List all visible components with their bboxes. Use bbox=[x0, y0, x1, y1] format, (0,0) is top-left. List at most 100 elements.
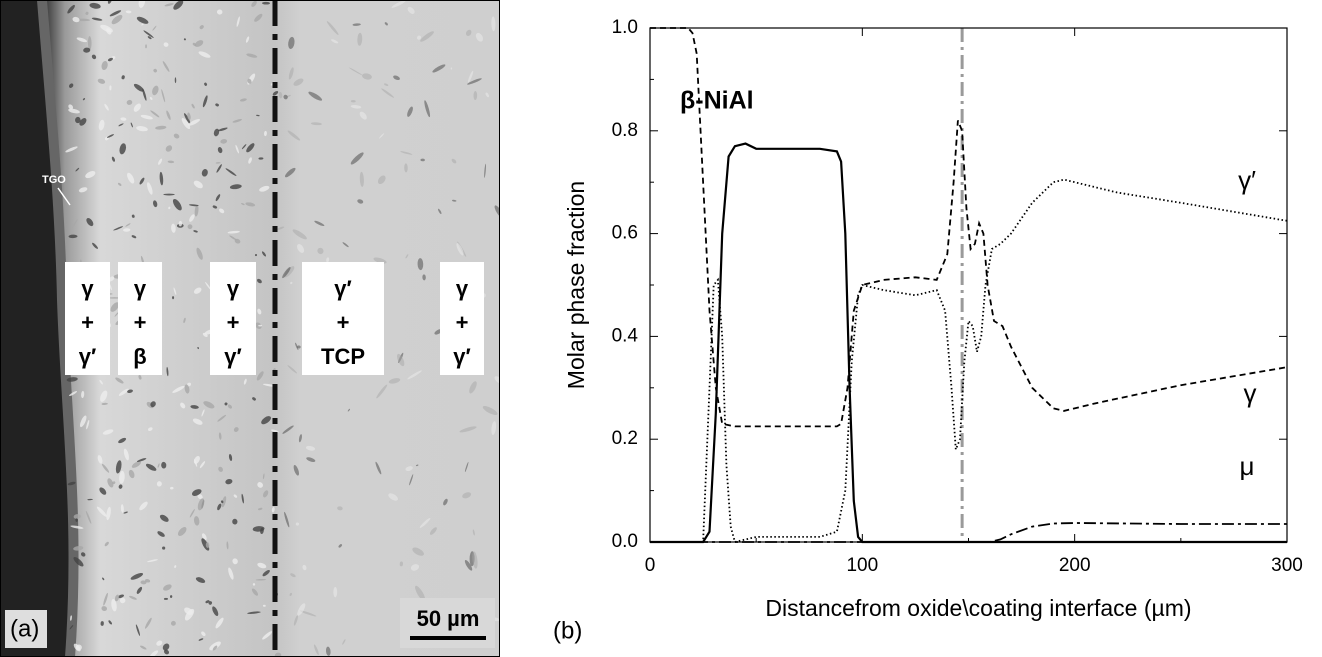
texture-grain bbox=[118, 388, 129, 396]
texture-grain bbox=[107, 478, 114, 488]
texture-grain bbox=[420, 158, 425, 162]
micrograph: TGO γ + γ′ γ + β γ + γ′ γ′ + TCP γ + γ′ 50 µm (a) bbox=[0, 0, 500, 657]
texture-grain bbox=[69, 625, 74, 630]
texture-grain bbox=[67, 4, 75, 14]
texture-grain bbox=[123, 228, 131, 232]
texture-grain bbox=[177, 527, 187, 536]
texture-grain bbox=[225, 168, 237, 177]
texture-grain bbox=[91, 17, 103, 21]
texture-grain bbox=[271, 506, 275, 513]
texture-grain bbox=[73, 546, 84, 551]
texture-grain bbox=[107, 57, 113, 62]
texture-grain bbox=[276, 226, 285, 230]
texture-grain bbox=[163, 193, 175, 196]
texture-grain bbox=[199, 25, 204, 30]
texture-grain bbox=[472, 529, 475, 536]
texture-grain bbox=[391, 0, 406, 8]
texture-grain bbox=[104, 541, 109, 547]
texture-grain bbox=[97, 455, 103, 464]
texture-grain bbox=[76, 18, 91, 22]
texture-grain bbox=[111, 599, 117, 612]
texture-grain bbox=[82, 98, 86, 101]
texture-grain bbox=[388, 378, 401, 384]
texture-grain bbox=[467, 70, 474, 83]
texture-grain bbox=[288, 67, 294, 80]
texture-grain bbox=[326, 257, 330, 263]
texture-grain bbox=[450, 67, 453, 70]
texture-grain bbox=[102, 577, 105, 581]
texture-grain bbox=[171, 223, 176, 233]
phase-label: β bbox=[133, 344, 146, 369]
series-line bbox=[650, 27, 1288, 428]
texture-grain bbox=[67, 481, 76, 486]
texture-grain bbox=[167, 160, 175, 164]
texture-grain bbox=[257, 308, 262, 315]
texture-grain bbox=[202, 95, 208, 108]
texture-grain bbox=[218, 466, 223, 472]
texture-grain bbox=[172, 296, 175, 300]
texture-grain bbox=[119, 143, 127, 155]
texture-grain bbox=[108, 297, 120, 299]
texture-grain bbox=[233, 427, 239, 432]
texture-grain bbox=[314, 220, 325, 227]
texture-grain bbox=[181, 117, 191, 130]
texture-grain bbox=[174, 77, 177, 84]
texture-grain bbox=[127, 172, 135, 184]
texture-grain bbox=[81, 390, 85, 399]
texture-grain bbox=[169, 595, 173, 598]
texture-grain bbox=[352, 23, 361, 26]
texture-grain bbox=[213, 128, 220, 137]
texture-grain bbox=[228, 453, 233, 461]
texture-grain bbox=[288, 36, 295, 50]
texture-grain bbox=[195, 577, 206, 584]
texture-grain bbox=[85, 171, 96, 179]
plot-frame bbox=[649, 27, 1288, 543]
texture-grain bbox=[161, 89, 166, 103]
texture-grain bbox=[443, 498, 448, 506]
texture-grain bbox=[83, 47, 91, 53]
texture-grain bbox=[159, 514, 169, 522]
texture-grain bbox=[76, 37, 88, 43]
texture-grain bbox=[180, 402, 186, 409]
texture-grain bbox=[350, 104, 362, 109]
texture-grain bbox=[257, 482, 263, 488]
texture-grain bbox=[100, 24, 113, 33]
texture-grain bbox=[347, 408, 350, 412]
texture-grain bbox=[338, 544, 342, 548]
texture-grain bbox=[162, 546, 166, 550]
texture-grain bbox=[221, 496, 227, 508]
texture-grain bbox=[232, 118, 243, 123]
texture-grain bbox=[302, 564, 307, 571]
texture-grain bbox=[197, 346, 199, 350]
texture-grain bbox=[201, 631, 206, 637]
texture-grain bbox=[255, 579, 267, 581]
texture-grain bbox=[297, 603, 306, 616]
phase-box bbox=[65, 262, 110, 375]
texture-grain bbox=[333, 586, 338, 598]
texture-grain bbox=[101, 60, 108, 71]
phase-box bbox=[118, 262, 162, 375]
texture-grain bbox=[475, 32, 484, 42]
texture-grain bbox=[397, 353, 405, 367]
texture-grain bbox=[138, 374, 142, 380]
series-label: γ bbox=[1244, 378, 1257, 408]
texture-grain bbox=[290, 573, 296, 578]
texture-grain bbox=[72, 16, 80, 23]
texture-grain bbox=[262, 473, 265, 480]
texture-grain bbox=[228, 567, 234, 580]
y-tick-label: 0.2 bbox=[612, 428, 638, 449]
texture-grain bbox=[381, 88, 395, 98]
x-tick-label: 0 bbox=[645, 555, 656, 576]
phase-label: γ bbox=[134, 276, 147, 301]
y-axis-label: Molar phase fraction bbox=[563, 181, 589, 389]
texture-grain bbox=[153, 200, 158, 208]
y-tick-label: 1.0 bbox=[612, 17, 638, 38]
texture-grain bbox=[163, 584, 172, 591]
texture-grain bbox=[178, 220, 183, 227]
x-tick-label: 200 bbox=[1059, 555, 1091, 576]
texture-grain bbox=[407, 6, 415, 14]
texture-grain bbox=[420, 31, 434, 42]
texture-grain bbox=[118, 437, 127, 444]
texture-grain bbox=[194, 204, 199, 217]
texture-grain bbox=[284, 511, 290, 528]
